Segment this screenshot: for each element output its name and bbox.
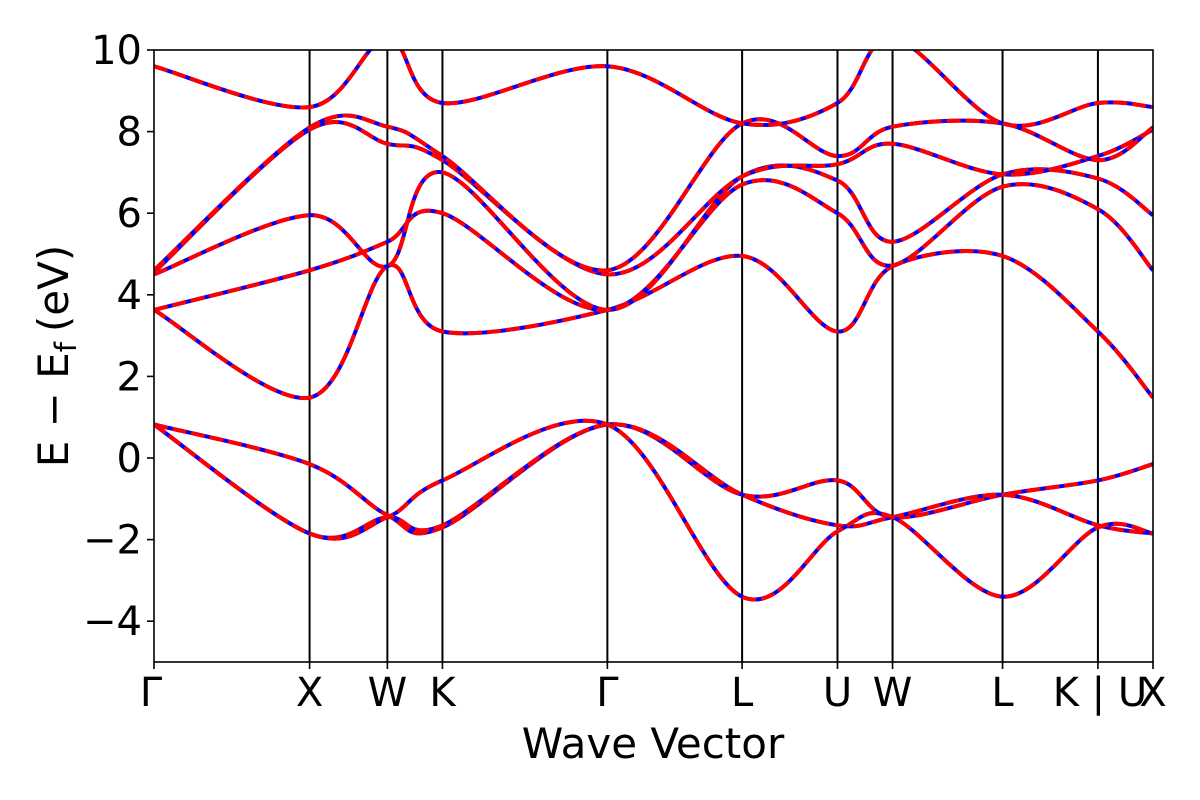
x-tick-label: Γ xyxy=(140,670,163,716)
band-line-dashed-6 xyxy=(154,120,1153,277)
x-tick-label: Γ xyxy=(596,670,619,716)
y-axis-label-sub: f xyxy=(49,341,83,352)
y-axis-label: E − Ef (eV) xyxy=(29,245,83,468)
x-tick-label: W xyxy=(368,670,408,716)
y-tick-label: 10 xyxy=(91,28,142,74)
x-tick-label: X xyxy=(1139,670,1166,716)
band-line-dashed-1 xyxy=(154,422,1153,540)
band-line-dashed-2 xyxy=(154,418,1153,602)
y-axis-label-main: E − E xyxy=(29,352,78,467)
y-tick-label: 6 xyxy=(117,191,142,237)
y-axis-ticks: −4 −2 0 2 4 6 8 10 xyxy=(83,28,154,645)
y-axis-label-units: (eV) xyxy=(29,245,78,332)
x-tick-label: K | U xyxy=(1053,670,1147,716)
y-tick-label: 8 xyxy=(117,110,142,156)
y-tick-label: 0 xyxy=(117,436,142,482)
high-symmetry-lines xyxy=(308,50,1099,662)
x-tick-label: L xyxy=(991,670,1014,716)
plot-frame xyxy=(153,49,1154,663)
y-tick-label: −2 xyxy=(83,518,142,564)
band-lines xyxy=(154,50,1153,602)
x-tick-label: U xyxy=(823,670,852,716)
y-tick-label: −4 xyxy=(83,599,142,645)
x-tick-label: X xyxy=(296,670,323,716)
x-tick-label: L xyxy=(731,670,754,716)
band-line-dashed-4 xyxy=(154,178,1153,312)
x-tick-label: K xyxy=(429,670,457,716)
y-tick-label: 4 xyxy=(117,273,142,319)
y-tick-label: 2 xyxy=(117,354,142,400)
x-tick-label: W xyxy=(873,670,913,716)
band-line-dashed-8 xyxy=(154,50,1153,128)
band-line-dashed-3 xyxy=(154,249,1153,400)
x-axis-label: Wave Vector xyxy=(522,719,785,768)
